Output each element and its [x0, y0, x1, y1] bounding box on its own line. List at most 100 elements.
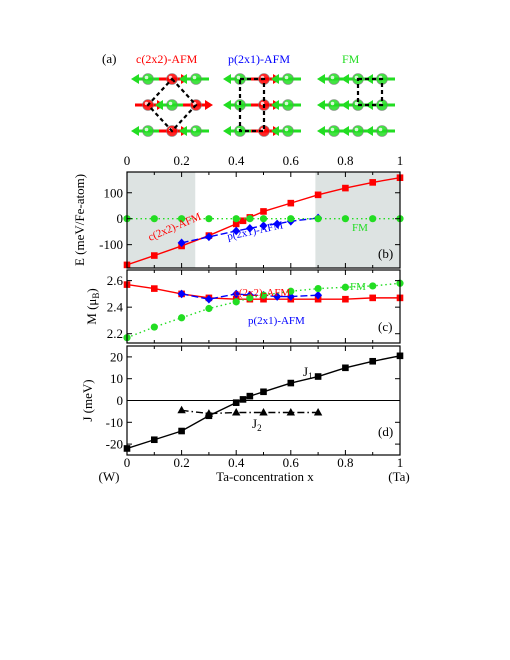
structure-label-p2x1-afm: p(2x1)-AFM: [228, 52, 290, 66]
spin-highlight: [236, 75, 241, 80]
spin-11: [271, 73, 301, 85]
y-tick-label: 2.4: [107, 300, 124, 315]
series-line-J2: [181, 409, 319, 415]
spin-atom: [328, 73, 340, 85]
spin-atom: [352, 125, 364, 137]
data-point-p(2x1)-AFM-1: [204, 294, 213, 304]
spin-12: [223, 99, 253, 111]
spin-atom: [142, 125, 154, 137]
spin-arrow-head: [179, 126, 187, 136]
spin-highlight: [284, 127, 289, 132]
spin-arrow-head: [271, 100, 279, 110]
unit-cell-fm: [356, 77, 384, 107]
spin-highlight: [284, 101, 289, 106]
panel-c-moment: 2.2 2.4 2.6 M (μB) (c) c(2x2)-AFM p(2x1)-AFM FM: [84, 269, 404, 344]
data-point-J1-11: [369, 357, 376, 365]
panel-d-exchange: -20 -10 0 10 20 J (meV) (d) J1 J2: [80, 345, 404, 456]
data-point-p(2x1)-AFM-7: [314, 290, 323, 300]
data-point-J2-2: [232, 407, 241, 416]
spin-highlight: [330, 75, 335, 80]
data-point-c(2x2)-AFM-10: [369, 294, 376, 302]
spin-arrow-head: [223, 100, 231, 110]
series-line-J1: [126, 355, 401, 450]
data-point-c(2x2)-AFM-8: [287, 199, 295, 207]
data-point-J1-10: [342, 364, 349, 372]
y-tick-label: -10: [106, 415, 123, 430]
data-point-c(2x2)-AFM-7: [260, 208, 267, 215]
series-line-c(2x2)-AFM: [126, 283, 400, 300]
data-point-p(2x1)-AFM-0: [177, 238, 186, 248]
top-tick-label: 0.4: [228, 153, 245, 168]
spin-arrow-head: [205, 100, 213, 110]
panel-label: (b): [378, 246, 393, 261]
spin-arrow-head: [317, 100, 325, 110]
panel-label: (c): [378, 319, 392, 334]
data-point-p(2x1)-AFM-3: [245, 224, 254, 233]
spin-2: [179, 73, 209, 85]
series-label-FM: FM: [352, 222, 368, 234]
x-axis-label: Ta-concentration x: [216, 469, 314, 484]
data-point-FM-8: [314, 215, 322, 223]
data-point-J1-9: [314, 373, 322, 380]
spin-highlight: [192, 127, 197, 132]
y-axis-label: M (μB): [84, 288, 101, 324]
bottom-tick-label: 0.2: [173, 455, 189, 470]
spin-highlight: [192, 75, 197, 80]
data-point-FM-5: [246, 215, 254, 223]
data-point-J1-5: [239, 396, 247, 403]
spin-highlight: [144, 75, 149, 80]
spin-arrow-head: [131, 74, 139, 84]
spin-arrow-head: [155, 100, 163, 110]
spin-atom: [190, 125, 202, 137]
data-point-FM-4: [232, 215, 240, 223]
data-point-FM-8: [314, 284, 322, 293]
data-point-FM-4: [232, 298, 240, 306]
data-point-J2-0: [177, 405, 186, 414]
y-axis-label: J (meV): [80, 379, 95, 421]
spin-arrow-head: [179, 74, 187, 84]
spin-atom: [376, 125, 388, 137]
spin-arrow-head: [341, 74, 349, 84]
spin-highlight: [378, 127, 383, 132]
data-point-FM-7: [287, 287, 295, 295]
bottom-axis-end-left: (W): [99, 469, 120, 484]
data-point-FM-6: [259, 215, 268, 223]
top-axis-tick-labels: 0 0.2 0.4 0.6 0.8 1: [124, 153, 404, 168]
data-point-J1-6: [246, 392, 254, 400]
data-point-FM-6: [259, 291, 268, 299]
bottom-tick-label: 0.8: [337, 455, 353, 470]
data-point-J1-2: [178, 427, 185, 435]
data-point-c(2x2)-AFM-4: [232, 220, 240, 228]
data-point-c(2x2)-AFM-1: [151, 252, 158, 259]
y-tick-label: 0: [117, 393, 124, 408]
spin-atom: [190, 73, 202, 85]
data-point-FM-1: [150, 215, 158, 223]
y-tick-label: -100: [99, 237, 123, 252]
panel-a-label: (a): [102, 51, 116, 66]
data-point-p(2x1)-AFM-4: [259, 221, 268, 231]
spin-atom: [328, 125, 340, 137]
spin-0: [131, 73, 161, 85]
y-tick-label: 10: [110, 371, 123, 386]
spin-8: [179, 125, 209, 137]
data-point-c(2x2)-AFM-10: [342, 184, 349, 192]
data-point-FM-9: [341, 215, 349, 223]
data-point-p(2x1)-AFM-2: [232, 289, 241, 299]
y-tick-label: 0: [117, 211, 124, 226]
data-point-FM-2: [178, 215, 186, 223]
bottom-axis-end-right: (Ta): [388, 469, 409, 484]
spin-26: [365, 125, 395, 137]
data-point-J1-7: [260, 388, 267, 396]
spin-lattices: [131, 73, 395, 137]
spin-arrow-head: [271, 74, 279, 84]
structure-label-fm: FM: [342, 52, 360, 66]
data-point-J1-8: [287, 379, 295, 387]
spin-arrow-head: [317, 74, 325, 84]
data-point-FM-9: [341, 283, 349, 291]
top-tick-label: 0.8: [337, 153, 353, 168]
y-tick-label: 2.6: [107, 273, 124, 288]
spin-highlight: [144, 127, 149, 132]
spin-arrow-head: [223, 126, 231, 136]
spin-highlight: [330, 127, 335, 132]
